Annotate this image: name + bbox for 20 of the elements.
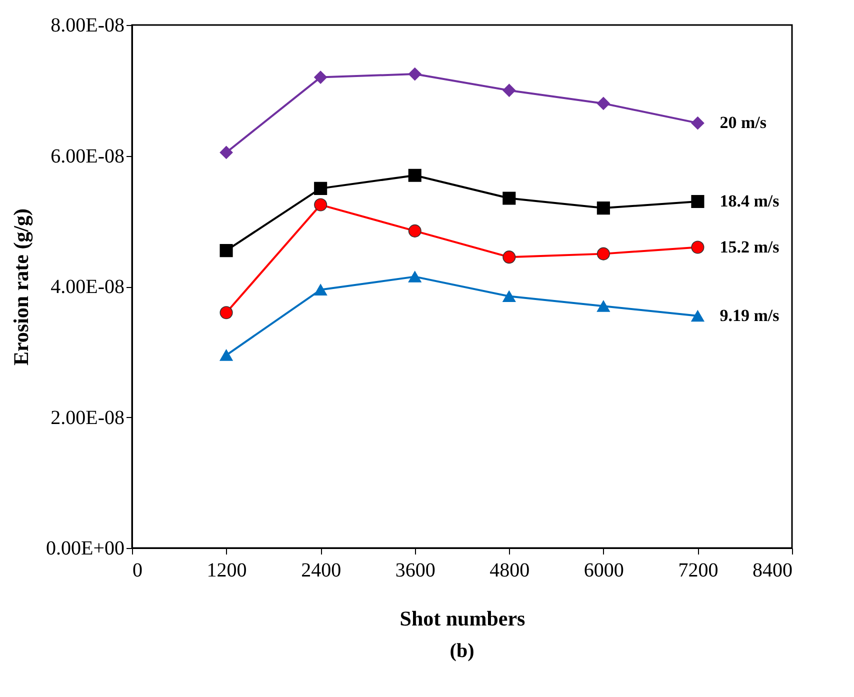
y-tick-label: 0.00E+00	[46, 538, 124, 560]
x-tick-label: 7200	[678, 560, 718, 582]
x-tick-label: 1200	[206, 560, 247, 582]
x-tick-label: 4800	[490, 560, 530, 582]
series-label: 18.4 m/s	[720, 192, 780, 211]
x-tick-label: 6000	[584, 560, 624, 582]
y-axis-title: Erosion rate (g/g)	[9, 208, 34, 366]
y-tick-label: 2.00E-08	[50, 406, 124, 429]
y-tick-label: 4.00E-08	[50, 276, 124, 298]
series-label: 9.19 m/s	[720, 306, 780, 325]
x-tick-label: 0	[132, 560, 142, 582]
x-tick-label: 3600	[395, 560, 436, 582]
y-tick-label: 6.00E-08	[50, 145, 124, 168]
series-label: 15.2 m/s	[720, 237, 780, 256]
x-tick-label: 8400	[752, 560, 792, 582]
series-label: 20 m/s	[720, 113, 767, 132]
x-axis-title: Shot numbers	[400, 606, 526, 630]
text: (b)	[450, 640, 474, 662]
y-tick-label: 8.00E-08	[50, 14, 124, 36]
x-tick-label: 2400	[301, 560, 342, 582]
